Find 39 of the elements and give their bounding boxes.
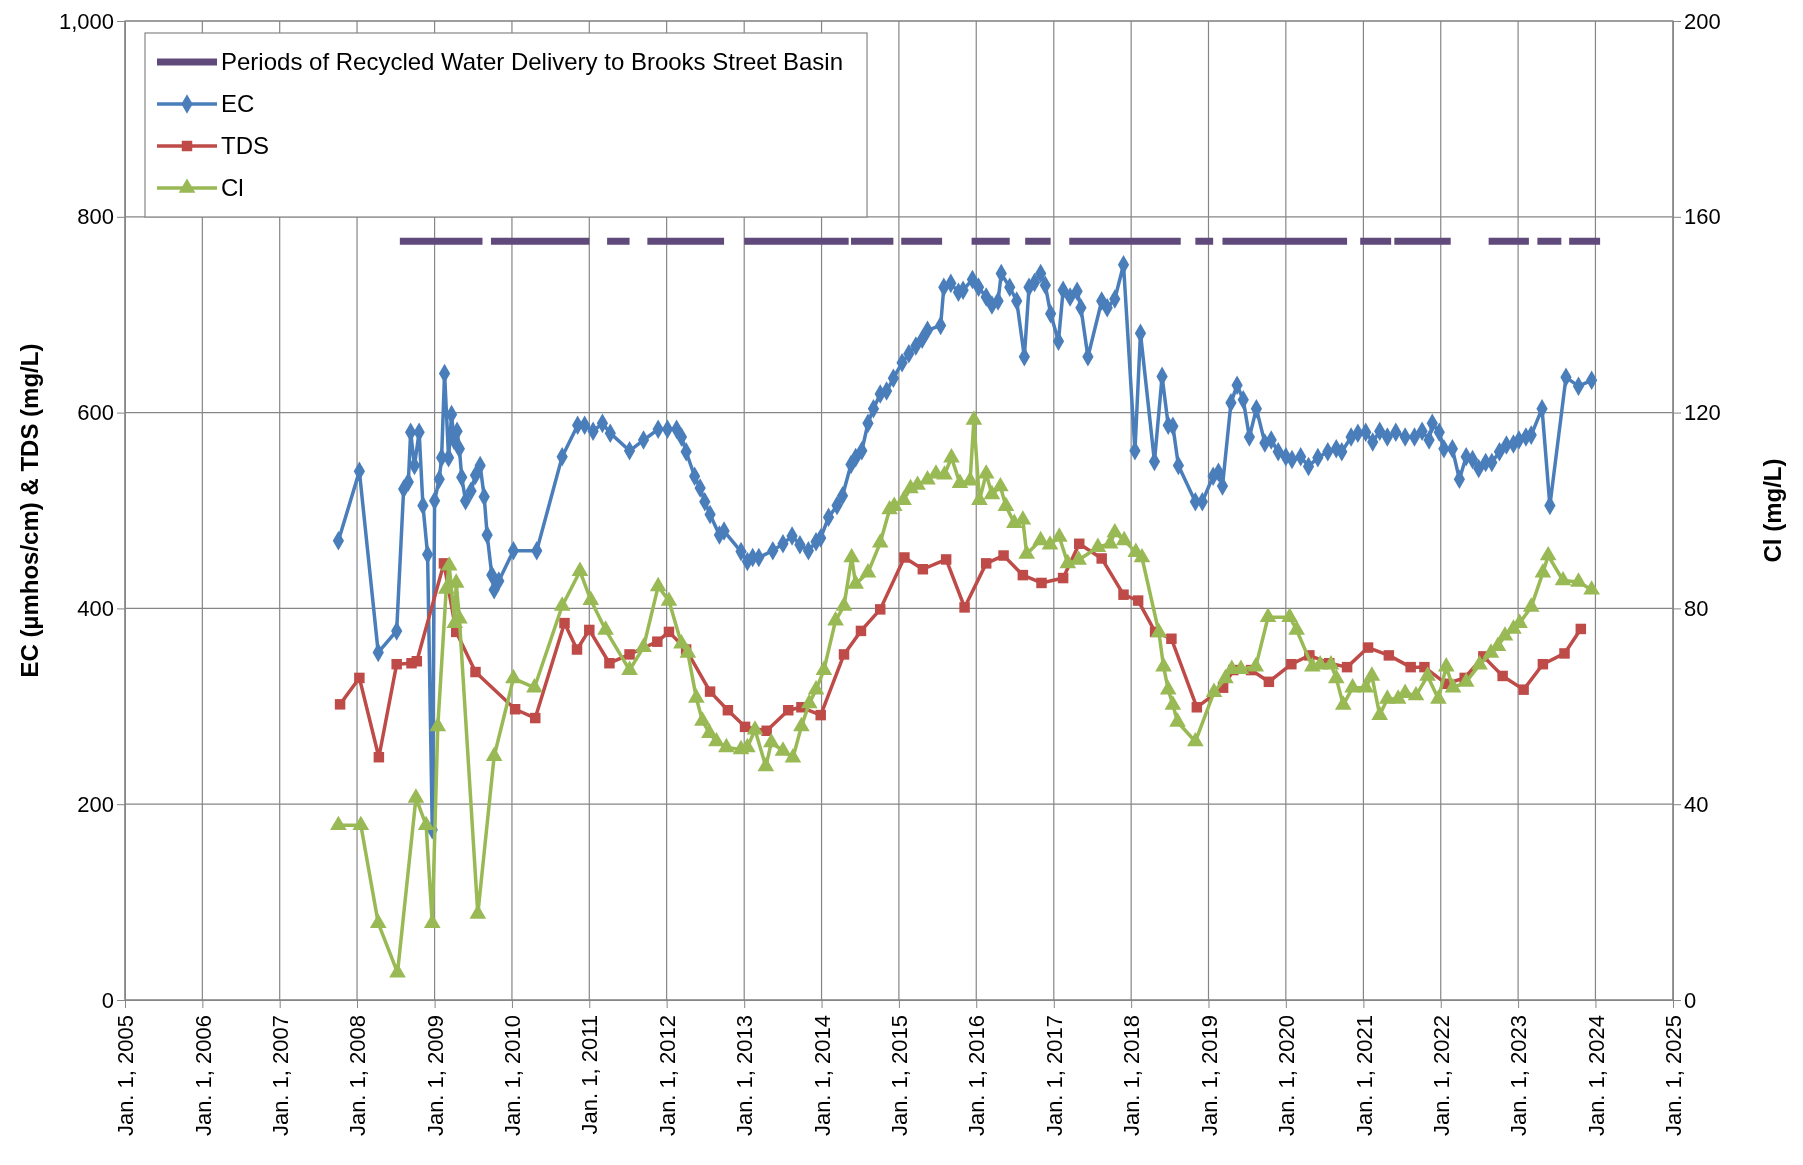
- x-tick-label: Jan. 1, 2011: [577, 1015, 603, 1135]
- x-tick-label: Jan. 1, 2008: [345, 1015, 371, 1137]
- x-tick-label: Jan. 1, 2009: [422, 1015, 448, 1137]
- x-tick-label: Jan. 1, 2010: [500, 1015, 526, 1137]
- x-tick-label: Jan. 1, 2023: [1506, 1015, 1532, 1137]
- y-tick-label: 0: [101, 987, 114, 1013]
- x-tick-label: Jan. 1, 2015: [887, 1015, 913, 1137]
- x-tick-label: Jan. 1, 2017: [1042, 1015, 1067, 1137]
- y-tick-label: 800: [77, 204, 114, 230]
- x-tick-label: Jan. 1, 2021: [1351, 1015, 1377, 1137]
- x-tick-label: Jan. 1, 2022: [1428, 1015, 1454, 1137]
- x-tick-label: Jan. 1, 2007: [267, 1015, 293, 1137]
- y2-tick-label: 0: [1684, 987, 1697, 1013]
- x-tick-label: Jan. 1, 2019: [1196, 1015, 1222, 1137]
- x-tick-label: Jan. 1, 2016: [964, 1015, 990, 1137]
- y2-tick-label: 120: [1684, 400, 1721, 426]
- y-tick-label: 200: [77, 791, 114, 817]
- x-tick-label: Jan. 1, 2024: [1583, 1015, 1609, 1137]
- x-tick-label: Jan. 1, 2013: [732, 1015, 758, 1137]
- x-tick-label: Jan. 1, 2020: [1274, 1015, 1300, 1137]
- x-tick-label: Jan. 1, 2005: [113, 1015, 139, 1137]
- legend-label: EC: [221, 90, 255, 117]
- y2-axis-title: Cl (mg/L): [1759, 458, 1786, 563]
- x-tick-label: Jan. 1, 2025: [1661, 1015, 1687, 1137]
- x-tick-label: Jan. 1, 2012: [654, 1015, 680, 1137]
- legend-label: Cl: [221, 174, 244, 201]
- x-tick-label: Jan. 1, 2014: [809, 1015, 835, 1137]
- y2-tick-label: 200: [1684, 8, 1721, 34]
- y-tick-label: 1,000: [58, 8, 114, 34]
- y2-tick-label: 160: [1684, 204, 1721, 230]
- y-tick-label: 600: [77, 400, 114, 426]
- y2-tick-label: 80: [1684, 595, 1709, 621]
- legend-label: TDS: [221, 132, 269, 159]
- x-tick-label: Jan. 1, 2006: [190, 1015, 216, 1137]
- y-axis-title: EC (µmhos/cm) & TDS (mg/L): [16, 343, 43, 678]
- x-tick-label: Jan. 1, 2018: [1119, 1015, 1145, 1137]
- y2-tick-label: 40: [1684, 791, 1709, 817]
- legend-label: Periods of Recycled Water Delivery to Brooks Street Basin: [221, 48, 844, 75]
- y-tick-label: 400: [77, 595, 114, 621]
